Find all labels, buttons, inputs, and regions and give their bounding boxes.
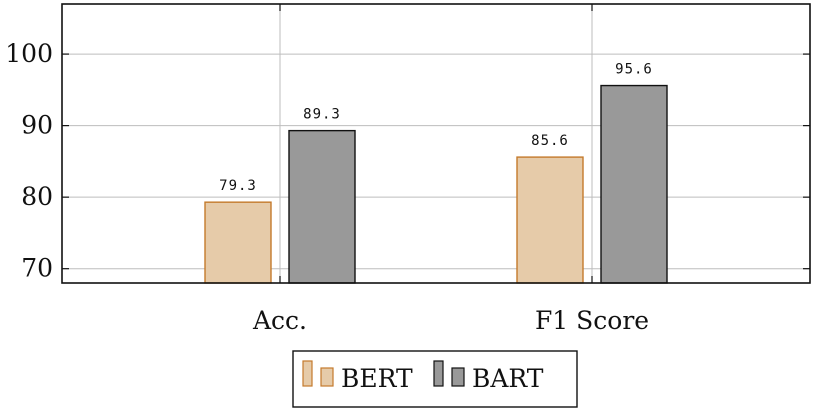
axis-ticks: [62, 4, 810, 283]
bar-value-label: 89.3: [303, 107, 341, 123]
y-tick-label: 70: [21, 254, 53, 283]
labels: 70 80 90 100 Acc. F1 Score 79.3 89.3 85.6 95.6: [5, 39, 653, 335]
legend-box: [292, 350, 578, 408]
plot-frame: [61, 3, 811, 284]
bar-bart: [288, 129, 356, 284]
legend: BERT BART: [292, 350, 578, 408]
legend-label: BART: [472, 364, 544, 393]
bar-value-label: 95.6: [615, 62, 653, 78]
grid: [62, 4, 810, 283]
bar-bart: [600, 84, 668, 284]
x-category-label: Acc.: [252, 306, 307, 335]
y-tick-label: 90: [21, 111, 53, 140]
bars: [204, 84, 668, 284]
legend-swatch: [451, 367, 465, 387]
y-tick-label: 100: [5, 39, 53, 68]
legend-swatch: [320, 367, 334, 387]
y-tick-label: 80: [21, 182, 53, 211]
bar-value-label: 79.3: [219, 178, 257, 194]
bar-bert: [204, 201, 272, 284]
bar-bert: [516, 156, 584, 284]
x-category-label: F1 Score: [535, 306, 649, 335]
bar-value-label: 85.6: [531, 133, 569, 149]
legend-swatch: [302, 360, 313, 387]
legend-swatch: [433, 360, 444, 387]
legend-label: BERT: [341, 364, 413, 393]
